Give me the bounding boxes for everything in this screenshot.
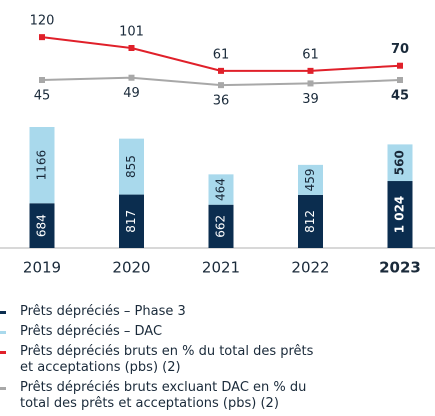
point-label: 45 (34, 89, 51, 104)
bar (298, 164, 323, 195)
point (307, 67, 314, 74)
point-label: 120 (30, 14, 55, 29)
point-label: 101 (119, 25, 144, 40)
bar (208, 204, 234, 248)
bar (387, 144, 413, 182)
point (218, 67, 224, 74)
bar (298, 194, 323, 248)
point (218, 82, 224, 89)
bar (29, 127, 55, 204)
point-label: 61 (213, 47, 230, 62)
legend: Prêts dépréciés – Phase 3 Prêts dépréciés… (0, 304, 435, 416)
point (39, 34, 45, 41)
x-tick-label: 2020 (112, 259, 150, 277)
bar-label: 817 (124, 210, 138, 233)
x-tick-label: 2019 (23, 259, 61, 277)
legend-item: Prêts dépréciés bruts en % du total des … (0, 344, 320, 376)
bar (119, 194, 144, 248)
legend-label: Prêts dépréciés – Phase 3 (20, 304, 186, 319)
legend-item: Prêts dépréciés bruts excluant DAC en % … (0, 380, 320, 412)
legend-marker (0, 311, 6, 314)
bar-label: 459 (303, 168, 317, 191)
point (397, 62, 403, 69)
bar-label: 1 024 (393, 196, 407, 234)
bar (208, 174, 234, 205)
bar-label: 464 (214, 178, 228, 201)
point (128, 45, 135, 51)
x-tick-label: 2023 (379, 259, 421, 277)
legend-label: Prêts dépréciés – DAC (20, 324, 163, 339)
point-label: 45 (391, 89, 409, 104)
bar-label: 662 (214, 215, 228, 238)
point-label: 61 (302, 47, 319, 62)
point (397, 77, 403, 83)
legend-marker (0, 351, 6, 354)
x-tick-label: 2022 (291, 259, 329, 277)
x-tick-label: 2021 (202, 259, 240, 277)
bar (29, 203, 55, 248)
bar-label: 1166 (35, 150, 49, 181)
bar (119, 138, 144, 195)
bar-label: 560 (393, 150, 407, 175)
bar-label: 855 (124, 155, 138, 178)
point (128, 74, 135, 81)
point (39, 77, 45, 83)
legend-marker (0, 387, 6, 390)
legend-item: Prêts dépréciés – Phase 3 (0, 304, 320, 320)
point-label: 36 (213, 94, 230, 109)
legend-label: Prêts dépréciés bruts excluant DAC en % … (20, 380, 307, 411)
legend-marker (0, 331, 6, 334)
chart: 2019 2020 2021 2022 2023 684 817 662 812 1 024 116… (0, 14, 435, 277)
legend-item: Prêts dépréciés – DAC (0, 324, 320, 340)
bar-label: 812 (303, 210, 317, 233)
point-label: 49 (123, 86, 140, 101)
bar-label: 684 (35, 214, 49, 237)
legend-label: Prêts dépréciés bruts en % du total des … (20, 344, 314, 375)
bar (387, 181, 413, 248)
point (307, 80, 314, 87)
point-label: 70 (391, 42, 409, 57)
point-label: 39 (302, 92, 319, 107)
